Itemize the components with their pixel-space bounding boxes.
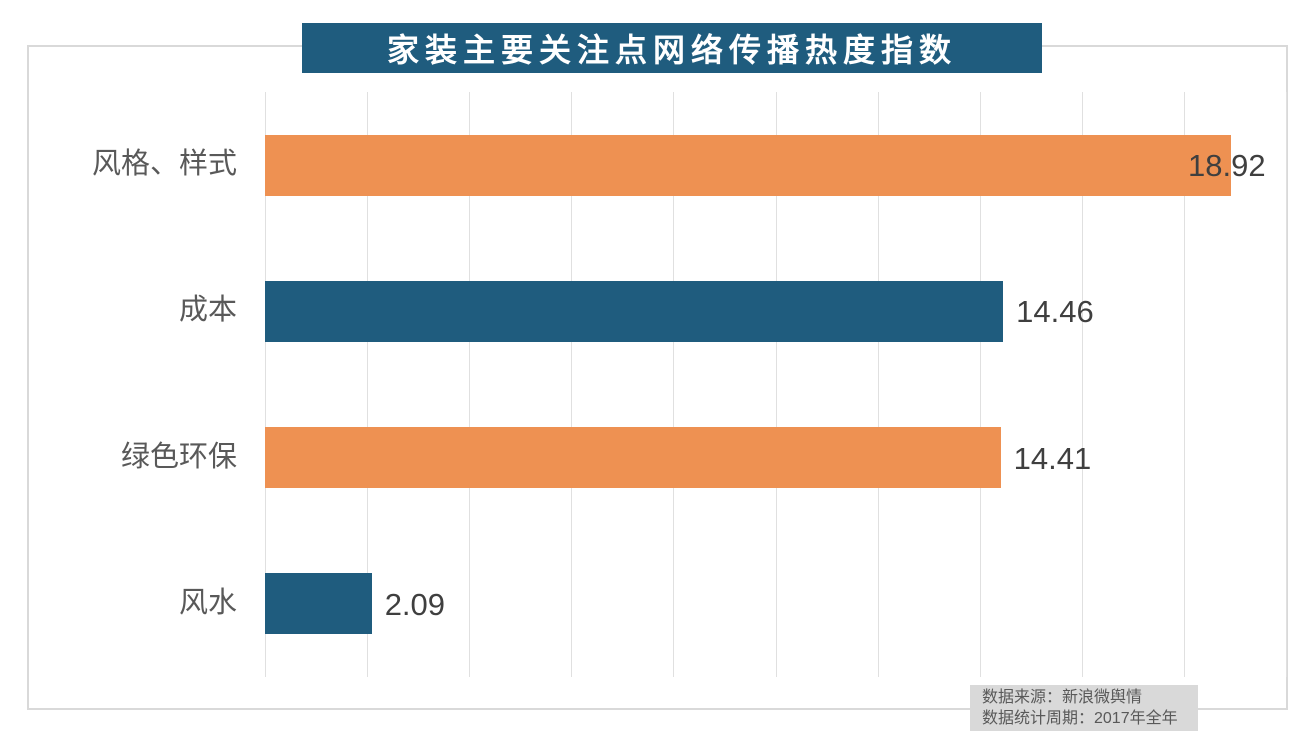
gridline (367, 92, 369, 677)
data-period-line: 数据统计周期：2017年全年 (982, 710, 1178, 727)
bar-2 (265, 427, 1001, 489)
value-label-1: 14.46 (1016, 294, 1094, 330)
value-label-0: 18.92 (1188, 148, 1266, 184)
value-label-3: 2.09 (384, 586, 446, 622)
bar-3 (265, 573, 372, 635)
gridline (979, 92, 981, 677)
gridline (265, 92, 266, 677)
plot-area: 18.92 14.46 14.41 2.09 (265, 92, 1287, 677)
gridline (1183, 92, 1185, 677)
gridline (1081, 92, 1083, 677)
data-source-box: 数据来源：新浪微舆情 数据统计周期：2017年全年 (970, 685, 1198, 731)
chart-title: 家装主要关注点网络传播热度指数 (302, 23, 1042, 73)
category-axis: 风格、样式成本绿色环保风水 (27, 92, 237, 677)
category-label-2: 绿色环保 (120, 440, 237, 473)
gridline (775, 92, 777, 677)
bar-0 (265, 134, 1231, 196)
gridline (673, 92, 675, 677)
gridline (877, 92, 879, 677)
category-label-3: 风水 (178, 586, 237, 619)
gridline (1286, 92, 1287, 677)
data-source-line: 数据来源：新浪微舆情 (982, 689, 1143, 706)
value-label-2: 14.41 (1013, 440, 1092, 476)
bar-1 (265, 280, 1004, 342)
gridline (469, 92, 471, 677)
gridline (571, 92, 573, 677)
category-label-1: 成本 (178, 294, 237, 327)
category-label-0: 风格、样式 (91, 148, 237, 181)
